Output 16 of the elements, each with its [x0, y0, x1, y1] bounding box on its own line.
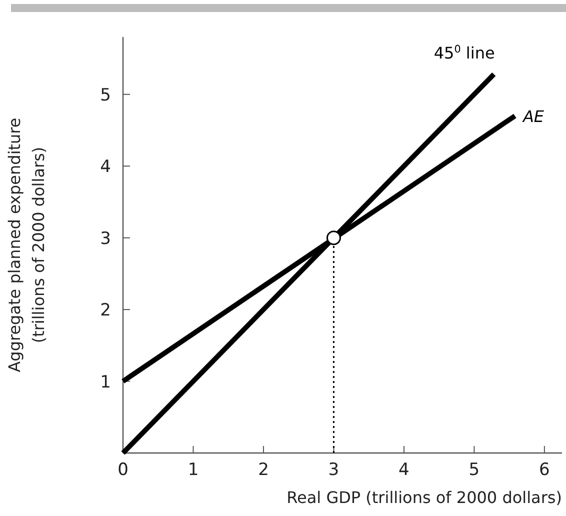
y-axis-title: Aggregate planned expenditure (trillions of 2000 dollars)	[5, 118, 48, 372]
y-tick-label: 2	[100, 300, 111, 321]
y-tick-label: 3	[100, 228, 111, 249]
series-label: 45$^{0}$ line	[434, 43, 495, 62]
y-tick-label: 1	[100, 372, 111, 392]
series-label: AE	[522, 106, 545, 126]
y-tick-label: 4	[100, 157, 111, 178]
x-tick-label: 0	[118, 460, 128, 480]
y-tick-label: 5	[100, 85, 111, 106]
x-tick-label: 2	[258, 460, 269, 480]
x-tick-label: 6	[539, 460, 550, 480]
x-tick-label: 4	[398, 460, 410, 480]
x-tick-label: 1	[188, 460, 199, 480]
x-tick-label: 3	[328, 460, 340, 480]
x-axis-title: Real GDP (trillions of 2000 dollars)	[286, 488, 562, 507]
x-tick-label: 5	[468, 460, 480, 480]
